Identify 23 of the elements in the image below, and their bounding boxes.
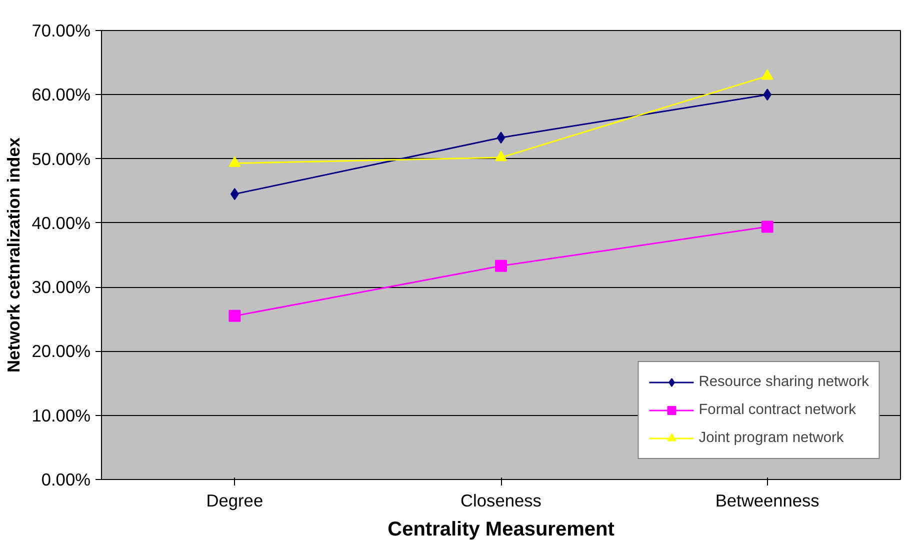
y-axis-title: Network cetnralization index [4,137,24,372]
point [228,310,241,322]
point [761,220,774,233]
point [495,260,507,272]
y-tick-label: 70.00% [32,20,91,40]
point [228,156,241,167]
legend-label: Joint program network [698,430,844,446]
point [761,69,774,80]
x-tick-label: Closeness [460,490,542,510]
y-tick-label: 20.00% [32,341,91,362]
x-tick-label: Betweenness [715,490,820,510]
legend-label: Resource sharing network [698,374,869,390]
point [495,150,507,162]
y-tick-label: 50.00% [32,148,91,169]
x-axis-title: Centrality Measurement [388,518,615,540]
y-tick-label: 0.00% [41,470,91,490]
x-tick-label: Degree [206,490,264,510]
point [496,132,506,144]
y-tick-label: 10.00% [32,405,91,426]
legend-label: Formal contract network [698,402,856,418]
y-tick-label: 40.00% [32,212,91,233]
y-tick-label: 60.00% [32,84,91,105]
y-tick-label: 30.00% [32,277,91,298]
